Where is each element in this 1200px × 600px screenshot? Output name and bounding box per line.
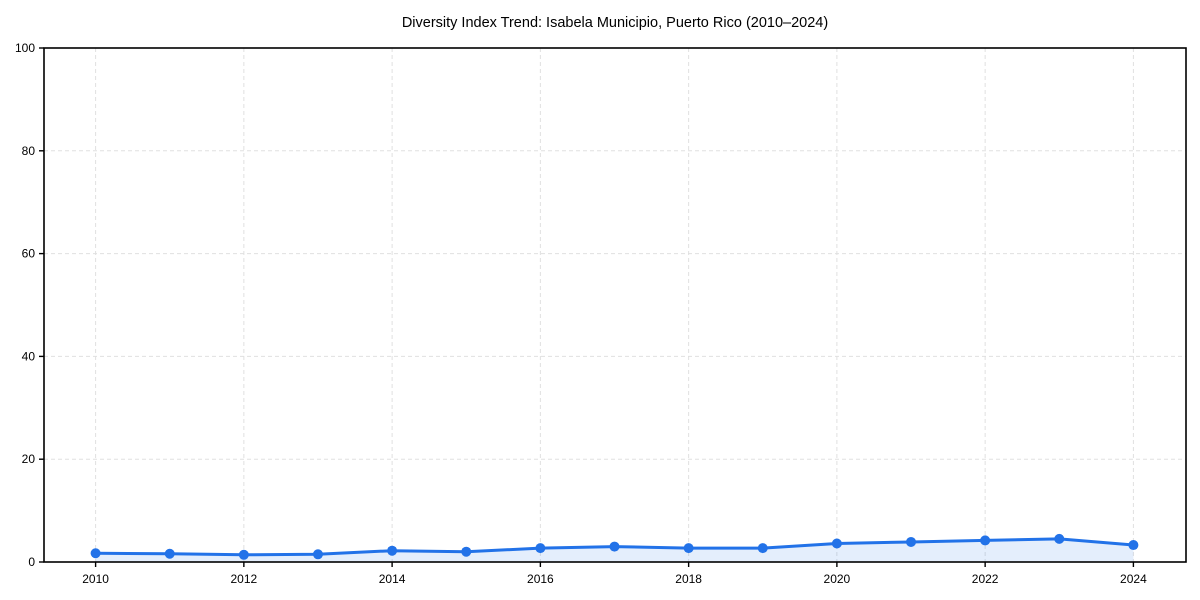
- y-tick-label: 40: [22, 349, 36, 363]
- data-point: [609, 541, 620, 552]
- data-point: [312, 549, 323, 560]
- y-tick-label: 0: [28, 555, 35, 569]
- data-point: [238, 549, 249, 560]
- data-point: [535, 543, 546, 554]
- data-point: [831, 538, 842, 549]
- data-point: [1128, 540, 1139, 551]
- x-tick-label: 2018: [675, 572, 702, 586]
- data-point: [906, 536, 917, 547]
- x-tick-label: 2010: [82, 572, 109, 586]
- y-tick-label: 20: [22, 452, 36, 466]
- chart-title: Diversity Index Trend: Isabela Municipio…: [402, 15, 828, 31]
- x-tick-label: 2014: [379, 572, 406, 586]
- plot-border: [43, 47, 1187, 563]
- x-tick-label: 2024: [1120, 572, 1147, 586]
- y-tick-label: 100: [15, 41, 35, 55]
- y-tick-label: 80: [22, 144, 36, 158]
- data-point: [164, 548, 175, 559]
- data-point: [461, 546, 472, 557]
- data-point: [387, 545, 398, 556]
- data-point: [90, 548, 101, 559]
- x-tick-label: 2020: [824, 572, 851, 586]
- y-tick-label: 60: [22, 247, 36, 261]
- x-tick-label: 2012: [231, 572, 258, 586]
- x-tick-label: 2016: [527, 572, 554, 586]
- data-point: [757, 543, 768, 554]
- x-tick-label: 2022: [972, 572, 999, 586]
- data-point: [683, 543, 694, 554]
- chart-plot-area: 0 20 40 60 80 100 2010 2012 2014 2016 2018 2020 2022…: [15, 41, 1187, 586]
- data-point: [1054, 533, 1065, 544]
- data-point: [980, 535, 991, 546]
